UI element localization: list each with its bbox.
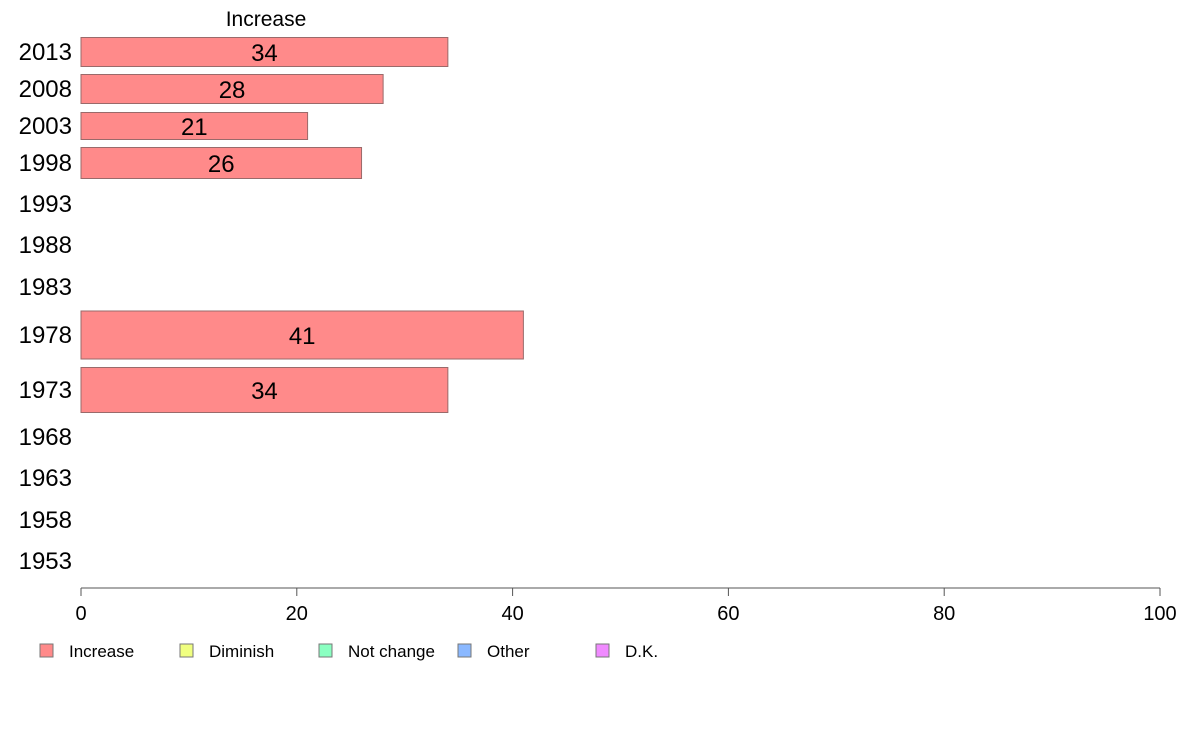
bar-value-label-2013: 34 [251, 40, 278, 67]
legend-swatch [457, 643, 472, 658]
bar-1998 [80, 147, 363, 179]
bar-1978 [80, 310, 524, 360]
legend-swatch [595, 643, 610, 658]
year-label-1978: 1978 [19, 322, 72, 349]
panel-title: Increase [226, 8, 307, 31]
x-tick-label: 0 [75, 603, 86, 625]
legend-swatch [179, 643, 194, 658]
bar-value-label-1978: 41 [289, 323, 316, 350]
legend-label: Other [487, 642, 530, 661]
bars [80, 37, 524, 413]
bar-1973 [80, 367, 449, 413]
bar-2013 [80, 37, 449, 67]
year-label-2008: 2008 [19, 76, 72, 103]
legend: Increase Diminish Not change Other D.K. [39, 642, 658, 661]
year-label-2003: 2003 [19, 113, 72, 140]
bar-2008 [80, 74, 384, 104]
year-label-1968: 1968 [19, 424, 72, 451]
year-label-2013: 2013 [19, 39, 72, 66]
x-tick-label: 20 [286, 603, 308, 625]
year-label-1983: 1983 [19, 274, 72, 301]
bar-value-label-2003: 21 [181, 114, 208, 141]
legend-label: Diminish [209, 642, 274, 661]
x-tick-label: 40 [501, 603, 523, 625]
x-axis: 0 20 40 60 80 100 [75, 587, 1177, 625]
bar-value-label-1973: 34 [251, 378, 278, 405]
legend-label: Increase [69, 642, 134, 661]
year-label-1973: 1973 [19, 377, 72, 404]
year-label-1988: 1988 [19, 232, 72, 259]
legend-swatch [318, 643, 333, 658]
x-tick-label: 60 [717, 603, 739, 625]
legend-label: Not change [348, 642, 435, 661]
year-labels: 2013 2008 2003 1998 1993 1988 1983 1978 1973 1968… [19, 39, 72, 575]
x-tick-label: 100 [1143, 603, 1176, 625]
year-label-1998: 1998 [19, 150, 72, 177]
legend-label: D.K. [625, 642, 658, 661]
year-label-1963: 1963 [19, 465, 72, 492]
bar-2003 [80, 112, 309, 140]
year-label-1958: 1958 [19, 507, 72, 534]
year-label-1953: 1953 [19, 548, 72, 575]
x-tick-label: 80 [933, 603, 955, 625]
year-label-1993: 1993 [19, 191, 72, 218]
bar-value-label-1998: 26 [208, 151, 235, 178]
bar-value-label-2008: 28 [219, 77, 246, 104]
legend-swatch [39, 643, 54, 658]
